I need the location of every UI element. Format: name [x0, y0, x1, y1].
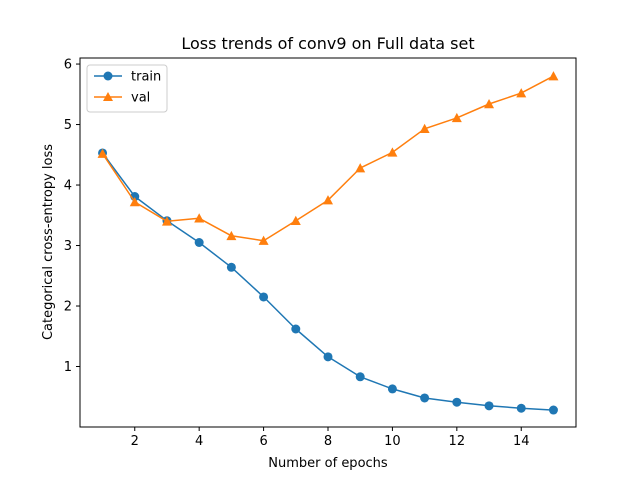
series-train-point — [323, 352, 333, 362]
y-tick-label: 3 — [64, 239, 72, 254]
series-train-point — [420, 393, 430, 403]
legend-train-marker — [103, 71, 113, 81]
y-tick-label: 5 — [64, 118, 72, 133]
x-tick-label: 8 — [324, 434, 332, 449]
legend-item-val: val — [94, 91, 150, 106]
series-val-point — [161, 216, 172, 226]
legend-train-label: train — [131, 70, 161, 85]
series-val-point — [451, 112, 462, 123]
y-tick-label: 4 — [64, 179, 72, 194]
legend-item-train: train — [94, 70, 161, 85]
series-val-point — [258, 235, 269, 245]
series-train-point — [194, 238, 204, 247]
series-val-point — [97, 148, 108, 158]
x-axis-label: Number of epochs — [268, 456, 388, 471]
series-val-point — [387, 147, 398, 157]
series-val-point — [355, 163, 366, 173]
y-tick-label: 2 — [64, 300, 72, 315]
series-train-point — [355, 372, 365, 382]
series-train-point — [387, 384, 397, 394]
x-tick-label: 14 — [513, 434, 530, 449]
series-val-point — [323, 195, 333, 205]
series-train-point — [484, 401, 494, 411]
series-train — [98, 148, 558, 415]
series-val — [97, 71, 559, 245]
series-val-point — [484, 98, 495, 109]
series-val-point — [516, 88, 527, 98]
series-train-point — [226, 262, 236, 272]
series-train-point — [548, 405, 558, 415]
legend-val-marker — [103, 92, 113, 101]
series-val-point — [290, 215, 301, 225]
y-tick-label: 6 — [64, 58, 72, 73]
x-tick-label: 12 — [449, 434, 466, 449]
legend: train val — [86, 64, 168, 113]
series-val-point — [194, 213, 205, 223]
y-axis-label: Categorical cross-entropy loss — [41, 144, 56, 340]
x-axis: 2 4 6 8 10 12 14 — [131, 427, 530, 449]
series-train-point — [291, 324, 301, 334]
series-val-point — [548, 71, 559, 81]
legend-val-label: val — [131, 91, 150, 106]
chart-title: Loss trends of conv9 on Full data set — [181, 34, 474, 53]
y-tick-label: 1 — [64, 360, 72, 375]
series-val-point — [129, 196, 140, 207]
series-val-point — [419, 123, 430, 134]
x-tick-label: 4 — [195, 434, 203, 449]
series-train-point — [259, 292, 269, 302]
x-tick-label: 10 — [384, 434, 401, 449]
series-train-point — [452, 397, 462, 407]
y-axis: 1 2 3 4 5 6 — [64, 58, 80, 375]
x-tick-label: 2 — [131, 434, 139, 449]
series-layer — [97, 71, 559, 415]
x-tick-label: 6 — [259, 434, 267, 449]
series-train-point — [516, 403, 526, 413]
series-val-point — [226, 230, 237, 241]
